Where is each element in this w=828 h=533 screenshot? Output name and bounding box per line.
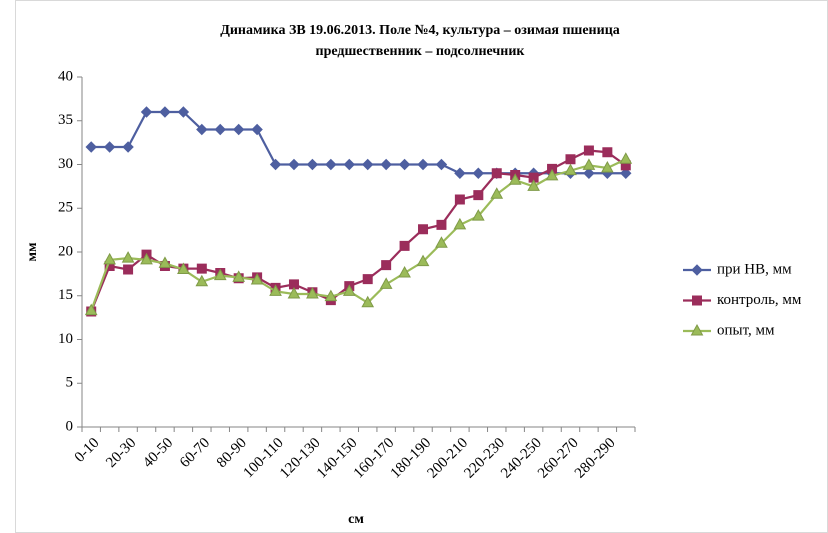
marker (122, 141, 134, 153)
y-tick-label: 20 (58, 243, 73, 259)
marker (306, 286, 319, 299)
marker (583, 167, 595, 179)
marker (288, 279, 299, 290)
marker (361, 295, 375, 308)
marker (213, 268, 227, 281)
marker (619, 152, 633, 164)
marker (287, 286, 301, 299)
marker (545, 168, 559, 181)
chart-title: Динамика ЗВ 19.06.2013. Поле №4, культур… (220, 23, 620, 38)
marker (565, 154, 576, 165)
marker (195, 274, 209, 287)
marker (508, 173, 522, 185)
y-tick-label: 5 (66, 375, 74, 391)
y-axis-title: мм (25, 242, 40, 262)
marker (583, 145, 594, 156)
marker (177, 262, 190, 274)
marker (471, 209, 485, 221)
marker (103, 141, 116, 153)
marker (343, 158, 355, 171)
legend-label: опыт, мм (717, 322, 775, 338)
marker (362, 158, 374, 171)
marker (381, 260, 392, 271)
marker (140, 106, 153, 118)
marker (691, 264, 703, 276)
marker (121, 251, 135, 263)
marker (435, 158, 448, 171)
marker (620, 167, 632, 179)
marker (85, 141, 97, 153)
y-tick-label: 30 (58, 156, 73, 172)
marker (306, 158, 319, 171)
marker (399, 240, 410, 251)
marker (435, 236, 448, 248)
marker (196, 123, 208, 136)
legend-label: контроль, мм (717, 292, 802, 308)
marker (398, 265, 411, 278)
marker (342, 284, 356, 296)
marker (436, 219, 447, 230)
marker (324, 289, 338, 302)
marker (269, 284, 282, 296)
marker (416, 254, 430, 267)
marker (325, 158, 337, 171)
y-tick-label: 10 (58, 331, 73, 347)
marker (398, 158, 411, 171)
marker (232, 123, 245, 136)
marker (454, 194, 465, 205)
marker (103, 252, 116, 265)
marker (196, 263, 207, 274)
marker (490, 187, 504, 199)
marker (454, 167, 466, 179)
marker (690, 323, 704, 336)
y-tick-label: 25 (58, 200, 73, 216)
marker (417, 158, 429, 171)
marker (528, 172, 539, 183)
marker (527, 179, 540, 191)
marker (269, 158, 282, 171)
marker (418, 224, 429, 235)
y-tick-label: 40 (58, 68, 73, 84)
y-tick-label: 15 (58, 287, 73, 303)
marker (250, 272, 264, 285)
y-tick-label: 35 (58, 112, 73, 128)
marker (582, 158, 596, 170)
chart-frame (15, 0, 828, 533)
marker (601, 160, 614, 173)
marker (159, 106, 171, 118)
legend-label: при НВ, мм (717, 261, 792, 277)
marker (380, 158, 392, 171)
marker (472, 167, 485, 179)
marker (564, 163, 577, 176)
marker (491, 168, 502, 179)
marker (288, 158, 300, 171)
marker (602, 147, 613, 158)
marker (379, 277, 393, 289)
chart-title: предшественник – подсолнечник (316, 44, 526, 59)
marker (251, 123, 263, 136)
marker (84, 303, 98, 316)
marker (362, 274, 373, 285)
marker (232, 270, 246, 282)
x-axis-title: см (348, 512, 364, 527)
marker (158, 256, 172, 268)
marker (453, 217, 467, 230)
marker (214, 123, 226, 136)
marker (123, 264, 134, 275)
marker (473, 190, 484, 201)
marker (177, 106, 190, 118)
marker (140, 252, 153, 265)
marker (692, 295, 702, 306)
y-tick-label: 0 (66, 418, 74, 434)
